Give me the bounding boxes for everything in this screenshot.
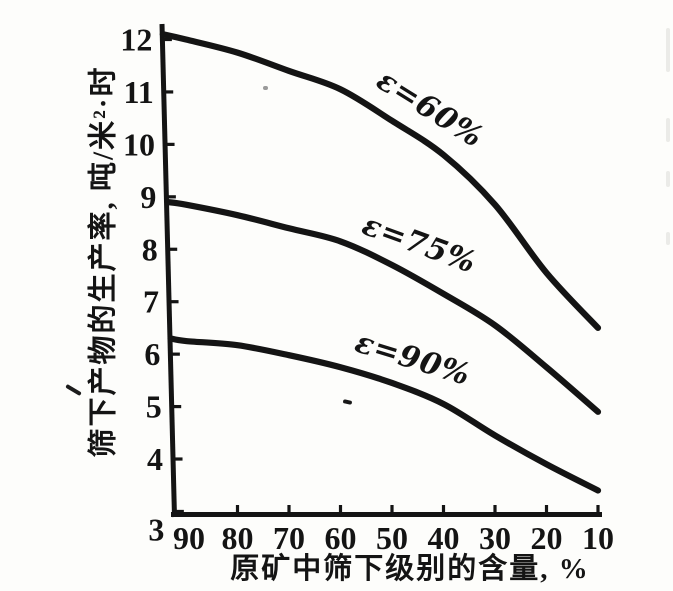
series-curve: [164, 198, 602, 415]
x-tick-label: 80: [222, 520, 254, 556]
scan-edge-smudge: [666, 232, 670, 245]
x-tick-label: 40: [428, 520, 460, 556]
y-tick-label: 9: [140, 179, 156, 215]
x-tick-label: 70: [273, 520, 305, 556]
y-tick-label: 8: [142, 231, 158, 267]
x-tick-label: 50: [376, 520, 408, 556]
series-label: ε=75%: [358, 207, 481, 280]
scan-edge-smudge: [666, 28, 670, 72]
scan-edge-smudge: [666, 171, 670, 187]
x-tick-label: 30: [479, 520, 511, 556]
y-tick-label: 12: [120, 22, 152, 58]
x-tick-label: 20: [531, 520, 563, 556]
y-tick-label: 5: [146, 389, 162, 425]
y-tick-label: 11: [123, 74, 153, 110]
scan-speck-faint: [263, 86, 268, 90]
y-tick-label: 4: [147, 441, 163, 477]
x-tick-label: 90: [173, 520, 205, 556]
y-tick-label: 7: [143, 284, 159, 320]
series-curve: [167, 335, 602, 494]
y-tick-label: 6: [144, 336, 160, 372]
series-label: ε=90%: [351, 325, 475, 393]
y-tick-label: 10: [123, 126, 155, 162]
x-tick-label: 60: [325, 520, 357, 556]
x-tick-label: 10: [582, 520, 614, 556]
series-curve: [159, 31, 602, 332]
scan-edge-smudge: [666, 118, 670, 142]
x-axis-title: 原矿中筛下级别的含量, %: [230, 553, 590, 585]
y-tick-label: 3: [148, 511, 164, 547]
y-axis-line: [159, 23, 177, 518]
